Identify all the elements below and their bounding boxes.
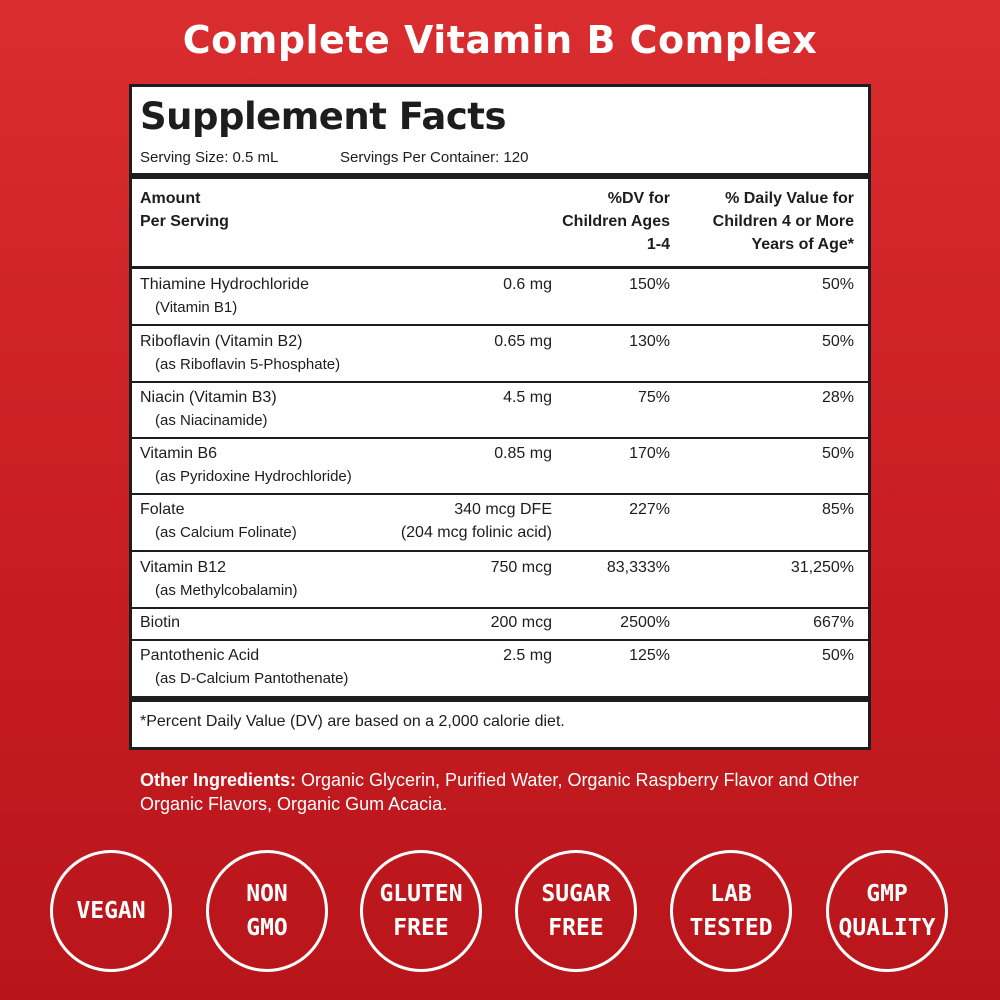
other-ingredients-text: Organic Glycerin, Purified Water, Organi… — [140, 770, 859, 814]
badge-line1: LAB — [710, 881, 752, 907]
nutrient-label: Biotin — [140, 614, 181, 631]
dv-children-1-4: 75% — [637, 389, 670, 406]
badge-line2: FREE — [393, 915, 449, 941]
gluten-free-badge: GLUTEN FREE — [360, 850, 482, 972]
dv-children-4-plus: 50% — [821, 333, 854, 350]
nutrient-amount: 4.5 mg — [503, 389, 552, 406]
badge-line1: GLUTEN — [379, 881, 463, 907]
nutrient-label: Pantothenic Acid — [140, 647, 260, 664]
dv-children-1-4: 2500% — [620, 614, 670, 631]
dv-children-4-plus: 28% — [821, 389, 854, 406]
dv-children-4-plus: 85% — [821, 501, 854, 518]
dv-children-1-4: 227% — [629, 501, 670, 518]
other-ingredients: Other Ingredients: Organic Glycerin, Pur… — [140, 768, 880, 816]
supplement-facts-panel: Supplement Facts Serving Size: 0.5 mL Se… — [129, 84, 871, 750]
nutrient-name: Thiamine Hydrochloride (Vitamin B1) — [140, 273, 309, 319]
nutrient-source: (as Niacinamide) — [155, 412, 268, 429]
badge-line2: FREE — [548, 915, 604, 941]
nutrient-source: (as Pyridoxine Hydrochloride) — [155, 468, 352, 485]
dv-children-1-4: 83,333% — [606, 559, 670, 576]
nutrient-amount-line2: (204 mcg folinic acid) — [400, 524, 552, 541]
nutrient-name: Niacin (Vitamin B3) (as Niacinamide) — [140, 386, 277, 432]
nutrient-amount: 0.65 mg — [494, 333, 552, 350]
table-row: Niacin (Vitamin B3) (as Niacinamide) 4.5 … — [132, 383, 868, 439]
non-gmo-badge: NON GMO — [206, 850, 328, 972]
dv2-header-line1: % Daily Value for — [725, 190, 854, 207]
dv-children-1-4: 130% — [629, 333, 670, 350]
nutrient-amount: 750 mcg — [490, 559, 552, 576]
table-row: Pantothenic Acid (as D-Calcium Pantothena… — [132, 641, 868, 702]
dv-children-1-4-header: %DV for Children Ages 1-4 — [562, 187, 670, 256]
table-row: Vitamin B6 (as Pyridoxine Hydrochloride) … — [132, 439, 868, 495]
table-row: Thiamine Hydrochloride (Vitamin B1) 0.6 m… — [132, 269, 868, 326]
badge-line2: TESTED — [689, 915, 773, 941]
other-ingredients-label: Other Ingredients: — [140, 770, 297, 790]
nutrient-source: (as Riboflavin 5-Phosphate) — [155, 356, 341, 373]
dv1-header-line3: 1-4 — [646, 236, 670, 253]
nutrient-name: Folate (as Calcium Folinate) — [140, 498, 297, 544]
nutrient-name: Vitamin B6 (as Pyridoxine Hydrochloride) — [140, 442, 352, 488]
dv1-header-line1: %DV for — [607, 190, 670, 207]
nutrient-label: Vitamin B12 — [140, 559, 226, 576]
nutrient-amount: 340 mcg DFE (204 mcg folinic acid) — [401, 498, 552, 544]
badge-line1: SUGAR — [541, 881, 611, 907]
badge-line1: VEGAN — [76, 898, 146, 924]
nutrient-amount: 0.6 mg — [503, 276, 552, 293]
nutrient-label: Vitamin B6 — [140, 445, 218, 462]
nutrient-source: (as Calcium Folinate) — [155, 524, 297, 541]
dv-children-1-4: 125% — [629, 647, 670, 664]
nutrient-name: Biotin — [140, 611, 180, 634]
table-header-row: Amount Per Serving %DV for Children Ages… — [132, 185, 868, 269]
badge-line2: GMO — [246, 915, 288, 941]
badge-line1: GMP — [866, 881, 908, 907]
amount-header-line1: Amount — [140, 190, 201, 207]
page-headline: Complete Vitamin B Complex — [182, 18, 818, 62]
nutrient-amount: 0.85 mg — [494, 445, 552, 462]
dv-children-4-plus: 50% — [821, 276, 854, 293]
nutrient-name: Riboflavin (Vitamin B2) (as Riboflavin 5-… — [140, 330, 340, 376]
table-row: Biotin 200 mcg 2500% 667% — [132, 609, 868, 641]
nutrient-source: (as D-Calcium Pantothenate) — [155, 670, 349, 687]
dv-footnote: *Percent Daily Value (DV) are based on a… — [140, 713, 565, 730]
nutrient-name: Vitamin B12 (as Methylcobalamin) — [140, 556, 298, 602]
dv1-header-line2: Children Ages — [562, 213, 670, 230]
nutrient-label: Thiamine Hydrochloride — [140, 276, 309, 293]
servings-per-container: Servings Per Container: 120 — [340, 149, 529, 166]
panel-title: Supplement Facts — [140, 95, 507, 138]
sugar-free-badge: SUGAR FREE — [515, 850, 637, 972]
nutrient-label: Niacin (Vitamin B3) — [140, 389, 277, 406]
dv2-header-line2: Children 4 or More — [712, 213, 854, 230]
table-row: Riboflavin (Vitamin B2) (as Riboflavin 5-… — [132, 326, 868, 383]
nutrient-source: (Vitamin B1) — [155, 299, 238, 316]
nutrient-name: Pantothenic Acid (as D-Calcium Pantothena… — [140, 644, 348, 690]
nutrient-source: (as Methylcobalamin) — [155, 582, 298, 599]
serving-size: Serving Size: 0.5 mL — [140, 149, 279, 166]
gmp-quality-badge: GMP QUALITY — [826, 850, 948, 972]
panel-header: Supplement Facts Serving Size: 0.5 mL Se… — [132, 87, 868, 179]
dv-children-4-plus: 50% — [821, 445, 854, 462]
nutrient-label: Folate — [140, 501, 185, 518]
lab-tested-badge: LAB TESTED — [670, 850, 792, 972]
nutrient-amount: 2.5 mg — [503, 647, 552, 664]
amount-header-line2: Per Serving — [140, 213, 229, 230]
amount-header: Amount Per Serving — [140, 187, 229, 233]
dv-children-4-plus: 667% — [813, 614, 854, 631]
dv-children-4-plus: 31,250% — [790, 559, 854, 576]
dv-children-1-4: 170% — [629, 445, 670, 462]
badge-line1: NON — [246, 881, 288, 907]
table-row: Vitamin B12 (as Methylcobalamin) 750 mcg … — [132, 552, 868, 609]
dv-children-1-4: 150% — [629, 276, 670, 293]
vegan-badge: VEGAN — [50, 850, 172, 972]
dv-children-4-plus-header: % Daily Value for Children 4 or More Yea… — [713, 187, 854, 256]
nutrient-amount: 200 mcg — [490, 614, 552, 631]
table-row: Folate (as Calcium Folinate) 340 mcg DFE (… — [132, 495, 868, 552]
nutrient-label: Riboflavin (Vitamin B2) — [140, 333, 303, 350]
dv-children-4-plus: 50% — [821, 647, 854, 664]
dv2-header-line3: Years of Age* — [751, 236, 854, 253]
nutrient-amount-line1: 340 mcg DFE — [454, 501, 552, 518]
badge-line2: QUALITY — [838, 915, 936, 941]
